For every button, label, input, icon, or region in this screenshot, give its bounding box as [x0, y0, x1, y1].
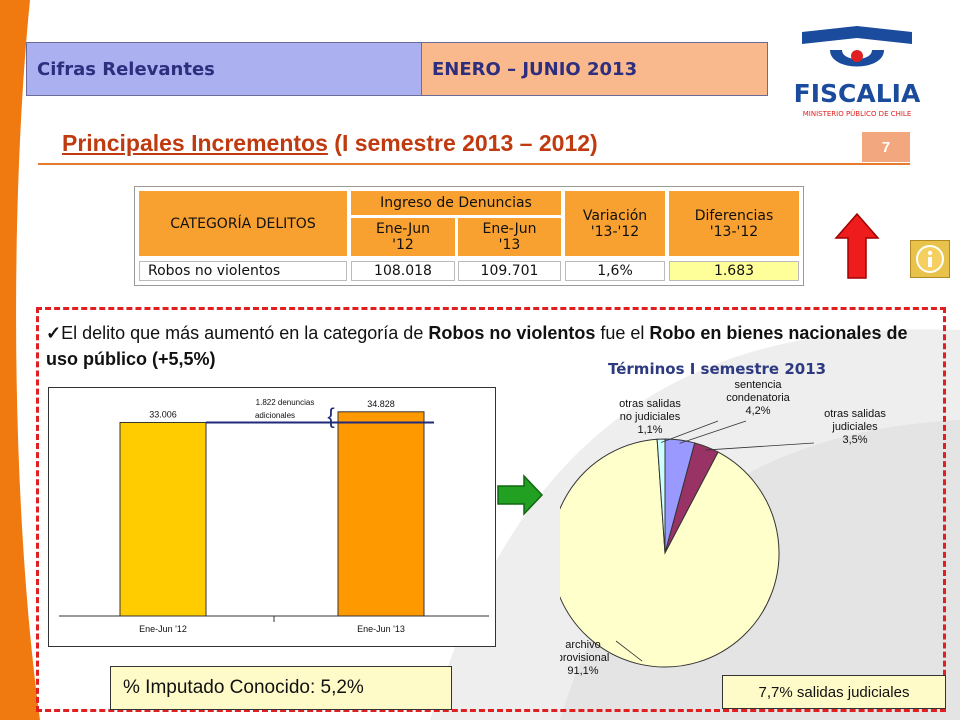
brace-icon: { — [327, 403, 334, 428]
page-number: 7 — [862, 132, 910, 162]
table-header-variacion: Variación '13-'12 — [565, 191, 665, 256]
title-divider — [38, 163, 910, 165]
highlight-bullet: ✓El delito que más aumentó en la categor… — [46, 323, 908, 369]
fiscalia-logo: FISCALIA MINISTERIO PÚBLICO DE CHILE — [772, 22, 942, 122]
svg-text:FISCALIA: FISCALIA — [794, 79, 921, 108]
pie-leader-1 — [705, 442, 815, 451]
table-cell-2012: 108.018 — [351, 261, 455, 281]
pie-label-2-line1: archivo — [565, 639, 600, 651]
detail-panel-border — [36, 307, 946, 712]
svg-text:MINISTERIO PÚBLICO DE CHILE: MINISTERIO PÚBLICO DE CHILE — [803, 109, 912, 118]
salidas-judiciales-box: 7,7% salidas judiciales — [722, 675, 946, 709]
pie-label-0-line1: sentencia — [734, 379, 782, 391]
bar-annotation-line2: adicionales — [255, 411, 295, 420]
bar-value-label-0: 33.006 — [149, 409, 177, 419]
pie-chart-title: Términos I semestre 2013 — [608, 360, 827, 378]
table-header-category: CATEGORÍA DELITOS — [139, 191, 347, 256]
table-header-ene12: Ene-Jun '12 — [351, 218, 455, 256]
pie-label-0-line2: condenatoria — [726, 392, 790, 404]
x-tick-label-1: Ene-Jun '13 — [357, 624, 405, 634]
pie-value-label-2: 91,1% — [567, 665, 598, 677]
header-section-label: Cifras Relevantes — [26, 42, 422, 96]
header-period-label: ENERO – JUNIO 2013 — [421, 42, 768, 96]
bar-value-label-1: 34.828 — [367, 399, 395, 409]
table-row-label: Robos no violentos — [139, 261, 347, 281]
pie-slice-3 — [656, 438, 666, 554]
page-title-period: (I semestre 2013 – 2012) — [327, 130, 598, 156]
bar-chart-panel: 33.006 Ene-Jun '12 34.828 Ene-Jun '13 {1.822… — [48, 387, 496, 647]
page-title-main: Principales Incrementos — [62, 130, 328, 156]
pie-label-3-line2: no judiciales — [620, 411, 681, 423]
info-icon[interactable] — [910, 240, 950, 278]
green-arrow-icon — [497, 474, 544, 516]
pie-label-1-line2: judiciales — [831, 421, 878, 433]
pie-leader-2 — [615, 640, 643, 662]
pie-label-3-line1: otras salidas — [619, 398, 681, 410]
pie-leader-0 — [679, 420, 747, 444]
denuncias-table: CATEGORÍA DELITOS Ingreso de Denuncias E… — [134, 186, 804, 286]
pie-value-label-1: 3,5% — [842, 434, 867, 446]
table-cell-2013: 109.701 — [458, 261, 561, 281]
bar-0 — [119, 421, 207, 617]
table-header-diferencias: Diferencias '13-'12 — [669, 191, 799, 256]
increase-arrow-icon — [834, 212, 880, 279]
bar-chart: 33.006 Ene-Jun '12 34.828 Ene-Jun '13 {1.822… — [59, 398, 489, 634]
pie-slice-2 — [560, 438, 780, 668]
table-cell-variacion: 1,6% — [565, 261, 665, 281]
page-title: Principales Incrementos (I semestre 2013… — [62, 130, 598, 157]
pie-label-2-line2: provisional — [560, 652, 609, 664]
table-header-ene13: Ene-Jun '13 — [458, 218, 561, 256]
pie-value-label-0: 4,2% — [745, 405, 770, 417]
bar-annotation-line1: 1.822 denuncias — [256, 398, 315, 407]
pie-leader-3 — [661, 420, 719, 443]
x-tick-label-0: Ene-Jun '12 — [139, 624, 187, 634]
table-cell-diferencia: 1.683 — [669, 261, 799, 281]
pie-label-1-line1: otras salidas — [824, 408, 886, 420]
checkmark-icon: ✓ — [46, 323, 62, 343]
imputado-conocido-box: % Imputado Conocido: 5,2% — [110, 666, 452, 710]
table-header-ingreso: Ingreso de Denuncias — [351, 191, 561, 215]
bar-1 — [337, 411, 425, 617]
pie-value-label-3: 1,1% — [637, 424, 662, 436]
